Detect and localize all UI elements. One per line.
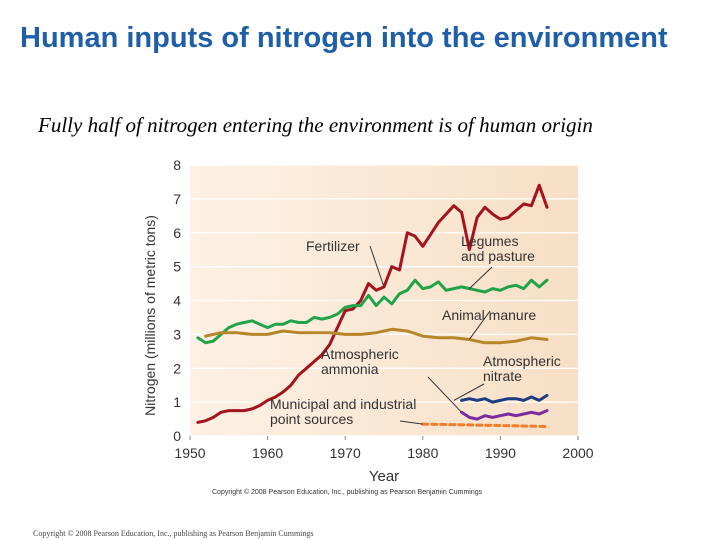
- annotation-label: Atmospheric nitrate: [483, 353, 561, 384]
- x-tick-label: 1980: [407, 445, 438, 461]
- slide-subtitle: Fully half of nitrogen entering the envi…: [38, 113, 593, 137]
- x-tick-label: 1990: [485, 445, 516, 461]
- series-line-municipal-and-industrial-point-sources: [421, 422, 549, 428]
- annotation-label: Fertilizer: [306, 238, 360, 254]
- y-tick-label: 3: [173, 326, 181, 342]
- x-tick-label: 1970: [330, 445, 361, 461]
- y-tick-label: 0: [173, 428, 181, 444]
- y-tick-label: 8: [173, 157, 181, 173]
- series-line-atmospheric-nitrate: [460, 393, 549, 404]
- x-axis-label: Year: [369, 468, 399, 485]
- y-tick-label: 2: [173, 360, 181, 376]
- annotation-leader-line: [453, 383, 485, 401]
- x-tick-label: 1950: [174, 445, 205, 461]
- y-tick-label: 6: [173, 225, 181, 241]
- annotation-label: Municipal and industrial point sources: [270, 396, 416, 427]
- annotation-leader-line: [369, 245, 385, 288]
- y-tick-label: 7: [173, 191, 181, 207]
- annotation-leader-line: [469, 266, 493, 290]
- slide-footer: Copyright © 2008 Pearson Education, Inc.…: [33, 529, 314, 538]
- series-line-fertilizer: [196, 183, 549, 424]
- annotation-label: Atmospheric ammonia: [321, 346, 399, 377]
- annotation-leader-line: [468, 310, 491, 340]
- annotation-label: Animal manure: [442, 307, 536, 323]
- y-tick-label: 5: [173, 259, 181, 275]
- series-line-legumes-and-pasture: [196, 278, 549, 345]
- x-tick-label: 1960: [252, 445, 283, 461]
- series-line-animal-manure: [204, 327, 549, 345]
- series-line-atmospheric-ammonia: [460, 409, 549, 421]
- annotation-leader-line: [427, 376, 462, 413]
- slide-title: Human inputs of nitrogen into the enviro…: [20, 22, 668, 54]
- x-tick-label: 2000: [562, 445, 593, 461]
- y-tick-label: 1: [173, 394, 181, 410]
- annotation-leader-line: [399, 420, 423, 425]
- y-tick-label: 4: [173, 293, 181, 309]
- chart-credit: Copyright © 2008 Pearson Education, Inc.…: [212, 488, 483, 496]
- y-axis-label: Nitrogen (millions of metric tons): [142, 215, 158, 416]
- annotation-label: Legumes and pasture: [461, 233, 535, 264]
